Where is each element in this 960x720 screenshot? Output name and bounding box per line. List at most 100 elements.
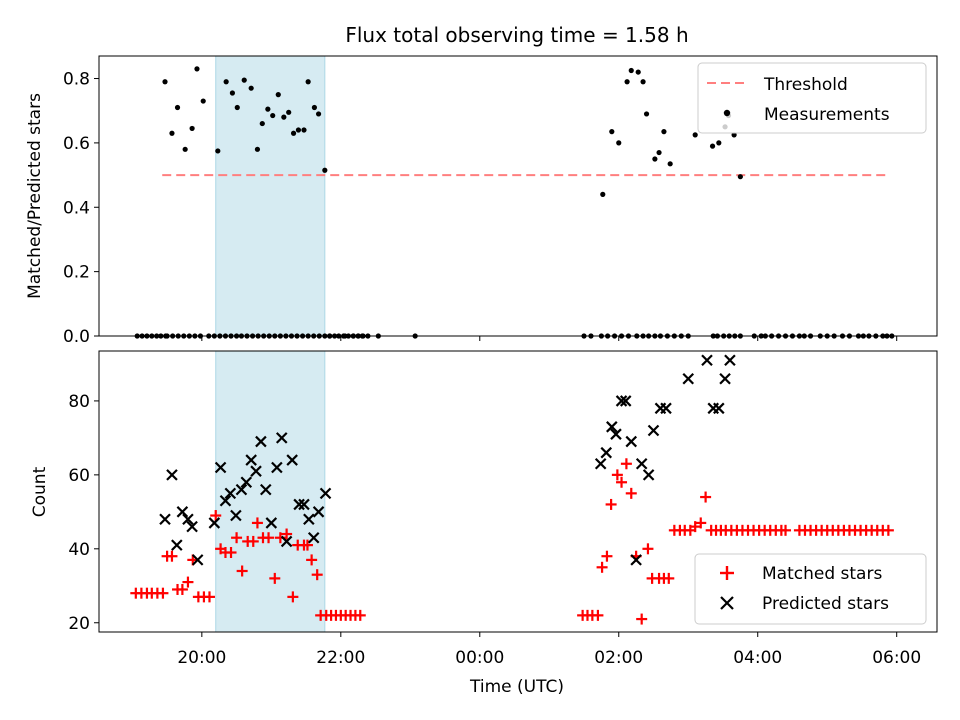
matched-star-point	[592, 609, 604, 621]
top-y-ticks: 0.0 0.2 0.4 0.6 0.8	[63, 70, 99, 347]
measurement-point	[229, 90, 236, 96]
measurement-point	[189, 125, 195, 132]
matched-stars-points	[130, 458, 894, 625]
measurement-point	[281, 114, 287, 120]
x-tick-label: 02:00	[594, 648, 643, 668]
legend-predicted-swatch	[720, 596, 734, 610]
predicted-star-point	[280, 535, 293, 548]
predicted-star-point	[303, 513, 315, 526]
measurement-point	[305, 79, 311, 85]
matched-star-point	[166, 550, 178, 562]
x-tick-label: 22:00	[316, 648, 365, 668]
matched-star-point	[251, 517, 263, 529]
predicted-star-point	[186, 520, 198, 533]
measurement-point	[265, 106, 271, 112]
predicted-star-point	[307, 531, 320, 544]
matched-star-point	[689, 521, 701, 533]
measurement-point	[286, 109, 292, 115]
measurement-point	[656, 149, 662, 156]
measurement-point	[295, 127, 302, 133]
legend-predicted-label: Predicted stars	[762, 594, 889, 614]
matched-star-point	[203, 591, 215, 603]
matched-star-point	[311, 569, 323, 581]
predicted-star-point	[682, 372, 695, 385]
predicted-star-point	[166, 469, 178, 481]
bottom-x-ticks: 20:00 22:00 00:00 02:00 04:00 06:00	[177, 632, 921, 668]
predicted-star-point	[719, 372, 731, 385]
measurement-point	[692, 132, 698, 138]
measurement-point	[667, 161, 673, 167]
matched-star-point	[176, 583, 188, 595]
matched-star-point	[620, 458, 632, 470]
predicted-star-point	[635, 457, 648, 470]
matched-star-point	[695, 517, 707, 529]
measurement-point	[628, 67, 634, 74]
measurement-point	[248, 85, 254, 91]
measurement-point	[652, 156, 658, 162]
predicted-star-point	[701, 354, 713, 367]
predicted-star-point	[660, 402, 672, 415]
measurement-point	[215, 148, 221, 154]
measurement-point	[731, 132, 737, 138]
measurement-point	[259, 120, 265, 127]
measurement-point	[290, 130, 297, 136]
measurement-point	[616, 140, 622, 146]
measurement-point	[709, 143, 716, 149]
measurement-point	[643, 111, 650, 117]
top-y-tick-label: 0.8	[63, 70, 90, 90]
predicted-star-point	[724, 354, 736, 367]
predicted-star-point	[235, 483, 248, 496]
bottom-y-tick-label: 60	[68, 466, 90, 486]
matched-star-point	[700, 491, 712, 503]
measurement-point	[200, 98, 206, 104]
top-y-tick-label: 0.0	[63, 327, 90, 347]
measurement-point	[716, 140, 722, 146]
predicted-star-point	[171, 539, 183, 551]
matched-star-point	[780, 524, 792, 536]
measurement-point	[254, 146, 261, 152]
top-legend: Threshold Measurements	[697, 62, 927, 134]
predicted-star-point	[312, 506, 325, 518]
matched-star-point	[601, 550, 613, 562]
matched-star-point	[354, 609, 366, 621]
x-tick-label: 00:00	[455, 648, 504, 668]
matched-star-point	[625, 487, 637, 499]
predicted-star-point	[191, 554, 204, 566]
predicted-star-point	[647, 424, 660, 437]
matched-star-point	[157, 587, 169, 599]
predicted-star-point	[176, 506, 189, 518]
predicted-star-point	[293, 498, 305, 511]
top-highlight-span	[215, 55, 326, 337]
measurement-point	[737, 174, 743, 180]
measurement-point	[241, 77, 247, 83]
predicted-star-point	[245, 454, 257, 466]
bottom-y-tick-label: 40	[68, 540, 90, 560]
matched-star-point	[301, 539, 313, 551]
top-y-tick-label: 0.2	[63, 263, 90, 283]
predicted-star-point	[319, 487, 332, 500]
matched-star-point	[236, 565, 248, 577]
matched-star-point	[611, 469, 623, 481]
predicted-star-point	[219, 494, 232, 507]
measurement-point	[635, 69, 641, 75]
matched-star-point	[306, 554, 318, 566]
predicted-star-point	[286, 454, 298, 466]
measurement-point	[322, 167, 328, 173]
matched-star-point	[882, 524, 894, 536]
measurement-point	[311, 104, 318, 111]
top-x-ticks	[201, 336, 898, 341]
predicted-star-point	[250, 465, 262, 477]
predicted-star-point	[275, 432, 288, 444]
bottom-y-ticks: 20 40 60 80	[68, 392, 99, 634]
predicted-star-point	[255, 435, 267, 448]
bottom-legend-box	[694, 553, 927, 625]
matched-star-point	[281, 528, 293, 540]
matched-star-point	[663, 572, 675, 584]
predicted-star-point	[610, 428, 622, 440]
measurement-point	[169, 130, 175, 136]
x-axis-label: Time (UTC)	[469, 677, 564, 697]
bottom-y-tick-label: 80	[68, 392, 90, 412]
top-legend-box	[697, 62, 927, 134]
x-tick-label: 06:00	[872, 648, 921, 668]
